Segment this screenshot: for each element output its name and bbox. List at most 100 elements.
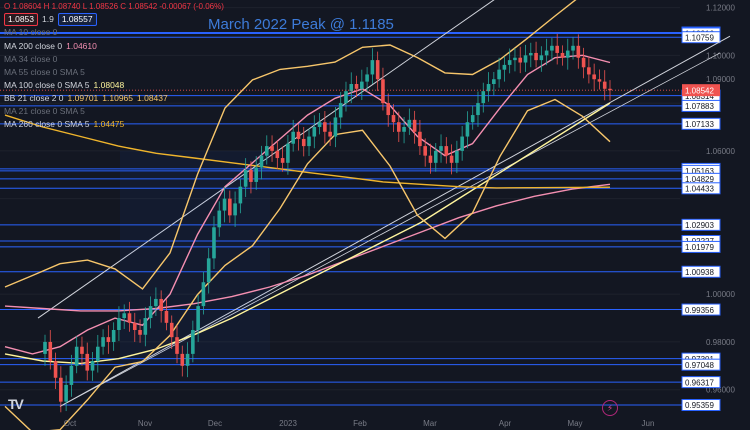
tradingview-logo[interactable]: TV (8, 396, 24, 412)
candle-body[interactable] (159, 298, 163, 311)
candle-body[interactable] (418, 131, 422, 147)
candle-body[interactable] (402, 126, 406, 132)
candle-body[interactable] (191, 329, 195, 354)
candle-body[interactable] (465, 122, 470, 137)
candle-body[interactable] (264, 146, 269, 156)
candle-body[interactable] (439, 146, 443, 151)
channel-lower-line-2[interactable] (59, 52, 721, 407)
candle-body[interactable] (476, 103, 480, 116)
series-ma-260[interactable] (4, 114, 611, 189)
candle-body[interactable] (433, 150, 438, 163)
candle-body[interactable] (349, 84, 354, 92)
candle-body[interactable] (222, 198, 227, 211)
candle-body[interactable] (228, 198, 232, 216)
candle-body[interactable] (238, 186, 243, 204)
candle-body[interactable] (111, 329, 116, 342)
candle-body[interactable] (602, 81, 607, 89)
candle-body[interactable] (148, 306, 153, 319)
indicator-row[interactable]: MA 34 close 0 (4, 52, 228, 65)
candle-body[interactable] (280, 158, 285, 163)
candle-body[interactable] (132, 322, 137, 330)
candle-body[interactable] (539, 55, 544, 61)
candle-body[interactable] (507, 60, 512, 65)
candle-body[interactable] (423, 146, 427, 156)
candle-body[interactable] (196, 306, 200, 330)
indicator-row[interactable]: MA 55 close 0 SMA 5 (4, 65, 228, 78)
candle-body[interactable] (523, 55, 528, 63)
candle-body[interactable] (138, 329, 142, 335)
candle-body[interactable] (360, 81, 364, 89)
candle-body[interactable] (212, 227, 216, 259)
candle-body[interactable] (412, 119, 417, 132)
candle-body[interactable] (386, 103, 391, 116)
candle-body[interactable] (592, 74, 596, 80)
candle-body[interactable] (581, 57, 586, 68)
candle-body[interactable] (254, 167, 259, 182)
candle-body[interactable] (576, 45, 581, 58)
candle-body[interactable] (291, 131, 295, 144)
bb-lower-band[interactable] (4, 98, 611, 430)
candle-body[interactable] (513, 57, 517, 61)
candle-body[interactable] (53, 361, 58, 378)
candle-body[interactable] (127, 313, 132, 323)
candle-body[interactable] (317, 122, 322, 127)
indicator-row[interactable]: MA 21 close 0 SMA 5 (4, 105, 228, 118)
candle-body[interactable] (233, 203, 237, 216)
candle-body[interactable] (185, 353, 190, 366)
candle-body[interactable] (396, 122, 401, 132)
candle-body[interactable] (307, 136, 311, 147)
candle-body[interactable] (481, 91, 486, 104)
indicator-row[interactable]: BB 21 close 2 0 1.09701 1.10965 1.08437 (4, 92, 228, 105)
candle-body[interactable] (544, 50, 549, 56)
candle-body[interactable] (201, 282, 206, 307)
candle-body[interactable] (85, 353, 90, 371)
candle-body[interactable] (59, 377, 63, 402)
candle-body[interactable] (528, 52, 533, 56)
candle-body[interactable] (370, 60, 375, 75)
candle-body[interactable] (597, 79, 602, 82)
candle-body[interactable] (312, 126, 317, 137)
series-ma-200[interactable] (4, 183, 611, 312)
candle-body[interactable] (206, 258, 211, 283)
indicator-row[interactable]: MA 10 close 0 (4, 26, 228, 39)
candle-body[interactable] (560, 52, 565, 58)
candle-body[interactable] (286, 143, 290, 163)
candle-body[interactable] (587, 67, 591, 75)
candle-body[interactable] (154, 298, 158, 307)
candle-body[interactable] (175, 337, 179, 354)
channel-upper-line[interactable] (37, 0, 500, 319)
candle-body[interactable] (492, 79, 496, 85)
candle-body[interactable] (344, 91, 348, 104)
candle-body[interactable] (217, 210, 222, 228)
candle-body[interactable] (502, 64, 507, 70)
candle-body[interactable] (301, 138, 306, 147)
candle-body[interactable] (565, 50, 570, 58)
candle-body[interactable] (460, 136, 464, 151)
candle-body[interactable] (48, 341, 53, 362)
buy-price-box[interactable]: 1.08557 (57, 13, 97, 26)
candle-body[interactable] (428, 155, 433, 163)
candle-body[interactable] (365, 74, 369, 82)
candle-body[interactable] (449, 155, 454, 163)
candle-body[interactable] (270, 146, 274, 151)
candle-body[interactable] (497, 69, 501, 80)
candle-body[interactable] (43, 341, 47, 354)
candle-body[interactable] (169, 322, 174, 338)
candle-body[interactable] (470, 115, 475, 123)
candle-body[interactable] (69, 365, 74, 385)
candle-body[interactable] (555, 45, 559, 53)
bb-upper-band[interactable] (4, 0, 610, 290)
lightning-icon[interactable]: ⚡ (602, 400, 618, 416)
candle-body[interactable] (323, 122, 327, 132)
sell-price-box[interactable]: 1.0853 (4, 13, 38, 26)
indicator-row[interactable]: MA 260 close 0 SMA 5 1.04475 (4, 118, 228, 131)
candle-body[interactable] (333, 117, 338, 137)
candle-body[interactable] (164, 310, 169, 323)
candle-body[interactable] (243, 169, 248, 187)
candle-body[interactable] (122, 313, 127, 319)
candle-body[interactable] (518, 57, 523, 63)
candle-body[interactable] (375, 60, 380, 80)
indicator-row[interactable]: MA 100 close 0 SMA 5 1.08048 (4, 79, 228, 92)
candle-body[interactable] (391, 115, 396, 123)
